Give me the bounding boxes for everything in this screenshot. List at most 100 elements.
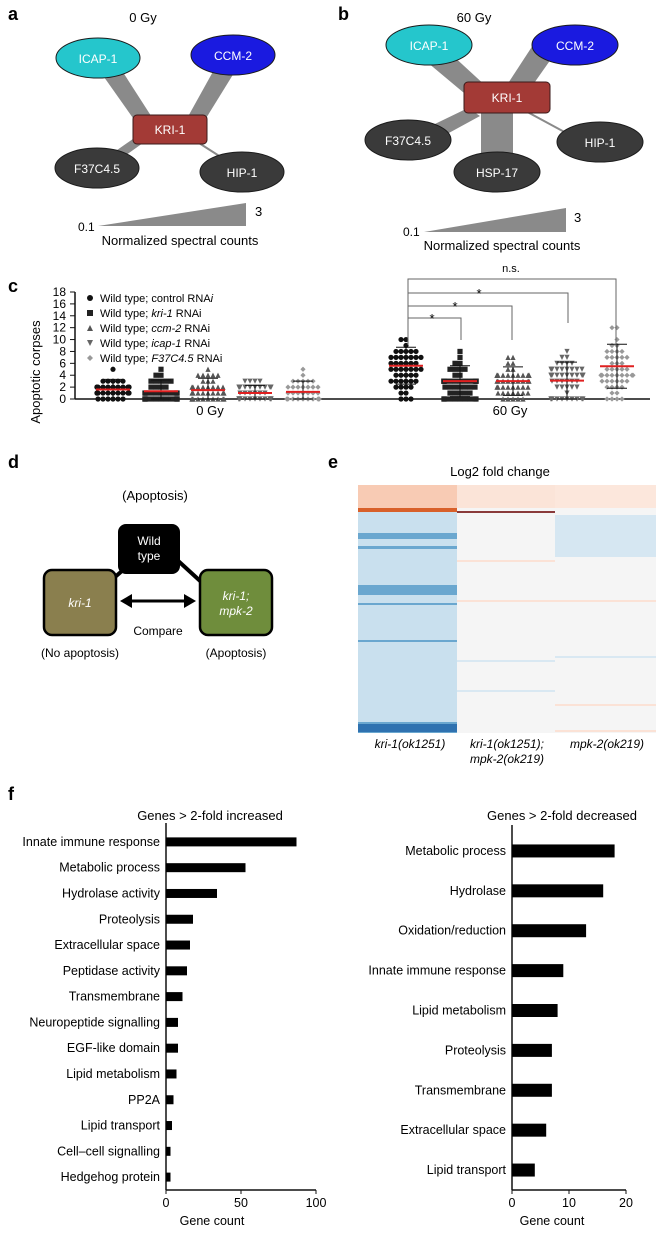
data-point	[398, 384, 404, 390]
y-tick-label: 16	[53, 297, 67, 311]
sig-ns: n.s.	[502, 263, 520, 275]
panel-b-title: 60 Gy	[457, 10, 492, 25]
data-point	[398, 348, 404, 355]
data-point	[210, 372, 216, 378]
data-point	[619, 378, 625, 384]
data-point	[195, 384, 201, 390]
data-point	[624, 354, 630, 360]
data-point	[236, 384, 242, 390]
data-point	[408, 348, 414, 355]
data-point	[609, 390, 615, 396]
scale-max-a: 3	[255, 204, 262, 219]
data-point	[624, 378, 630, 384]
data-point	[398, 336, 404, 343]
data-point	[494, 384, 500, 390]
panel-b-label: b	[338, 4, 349, 24]
bar-category-label: Metabolic process	[405, 844, 506, 858]
bar-category-label: EGF-like domain	[67, 1041, 160, 1055]
data-point	[505, 354, 511, 360]
data-point	[413, 378, 419, 384]
data-point	[619, 360, 625, 366]
bar-category-label: Transmembrane	[415, 1083, 506, 1097]
data-point	[295, 384, 301, 390]
heatmap-band	[358, 603, 457, 605]
data-point	[614, 325, 620, 331]
scatter-points	[94, 325, 636, 402]
d-kri1-box	[42, 568, 118, 637]
node-ccm2-b-label: CCM-2	[556, 39, 594, 53]
bar	[512, 1123, 547, 1137]
data-point	[472, 384, 478, 390]
data-point	[408, 360, 414, 366]
data-point	[148, 390, 154, 396]
data-point	[457, 354, 463, 360]
legend-marker	[87, 340, 93, 346]
x-tick-label: 20	[619, 1196, 633, 1210]
x-tick-label: 50	[234, 1196, 248, 1210]
data-point	[614, 396, 620, 402]
data-point	[418, 354, 424, 360]
group-label-60gy: 60 Gy	[493, 403, 528, 418]
data-point	[515, 390, 521, 396]
data-point	[505, 390, 511, 396]
data-point	[473, 396, 479, 402]
data-point	[413, 360, 419, 366]
data-point	[452, 396, 458, 402]
bar-x-label: Gene count	[520, 1214, 585, 1228]
x-tick-label: 100	[306, 1196, 327, 1210]
data-point	[126, 384, 132, 390]
legend-marker	[87, 355, 93, 361]
y-tick-label: 0	[59, 392, 66, 406]
heatmap-band	[358, 585, 457, 595]
heatmap-col3-blue	[555, 515, 656, 557]
data-point	[189, 384, 195, 390]
data-point	[526, 372, 532, 378]
x-tick-label: 10	[562, 1196, 576, 1210]
data-point	[110, 366, 116, 372]
data-point	[153, 378, 159, 384]
data-point	[268, 396, 274, 402]
data-point	[408, 372, 414, 378]
bar	[166, 888, 217, 898]
y-tick-label: 4	[59, 368, 66, 382]
data-point	[115, 384, 121, 390]
data-point	[247, 378, 253, 384]
scale-label-b: Normalized spectral counts	[424, 238, 581, 253]
data-point	[604, 354, 610, 360]
data-point	[215, 372, 221, 378]
data-point	[462, 384, 468, 390]
panel-e: e Log2 fold change kri-1(ok1251) kri-1(o…	[328, 452, 656, 766]
data-point	[505, 360, 511, 366]
node-kri1-label: KRI-1	[155, 123, 186, 137]
panel-a: a 0 Gy ICAP-1 CCM-2 KRI-1 F37C4.5 HIP-1 …	[8, 4, 285, 248]
data-point	[205, 372, 211, 378]
data-point	[619, 372, 625, 378]
data-point	[153, 384, 159, 390]
d-compare-label: Compare	[133, 624, 183, 638]
y-tick-label: 18	[53, 285, 67, 299]
bar	[166, 1069, 177, 1079]
bar	[166, 863, 246, 873]
data-point	[403, 396, 409, 402]
bar-category-label: Lipid transport	[427, 1163, 507, 1177]
data-point	[609, 372, 615, 378]
heatmap-col1-bg	[358, 485, 457, 733]
heatmap-up-col1	[358, 485, 457, 508]
data-point	[462, 396, 468, 402]
data-point	[142, 390, 148, 396]
bar	[166, 1146, 171, 1156]
data-point	[413, 348, 419, 355]
d-kri1mpk2-box	[198, 568, 274, 637]
bracket-icap1	[408, 292, 569, 323]
data-point	[148, 378, 154, 384]
bar-x-label: Gene count	[180, 1214, 245, 1228]
data-point	[564, 354, 570, 360]
data-point	[398, 366, 404, 372]
data-point	[505, 396, 511, 402]
data-point	[94, 384, 100, 390]
data-point	[120, 390, 126, 396]
data-point	[189, 390, 195, 396]
panel-d-label: d	[8, 452, 19, 472]
